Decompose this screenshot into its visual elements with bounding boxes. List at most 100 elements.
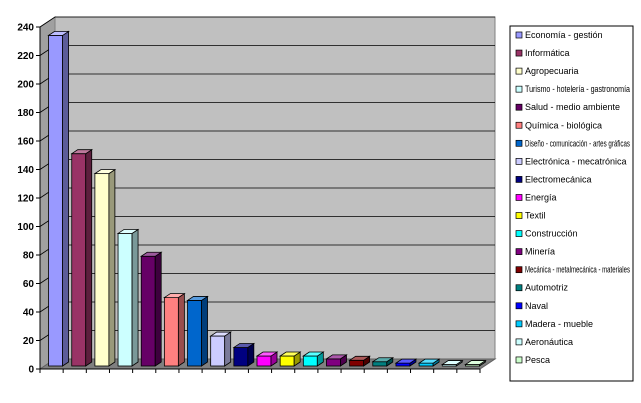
bar-top [464,360,487,365]
legend-swatch [515,158,523,165]
bar-side [62,30,69,367]
bar [232,342,256,367]
bar-side [154,251,162,367]
bar-side [108,168,116,367]
bar-front [372,361,388,367]
legend-swatch [515,31,523,39]
y-tick-label: 160 [17,137,34,148]
y-tick-label: 80 [23,251,35,262]
legend-swatch [515,266,523,274]
legend-swatch [515,103,523,111]
bar-side [224,331,232,367]
bar [70,148,94,367]
bar-side [85,148,93,367]
legend-label: Salud - medio ambiente [525,102,620,112]
legend-label: Construcción [525,229,578,239]
legend-label: Electrónica - mecatrónica [525,156,627,166]
legend-swatch [515,67,523,75]
legend-label: Mecánica - metalmecánica - materiales [525,265,630,275]
bar-front [349,359,365,367]
bar [278,351,302,367]
legend-swatch [515,49,523,57]
bar-front [279,355,295,367]
legend-swatch [515,194,523,201]
bar-front [302,355,318,367]
legend-label: Naval [525,301,548,311]
legend-label: Pesca [525,355,550,365]
y-tick-label: 180 [17,108,34,119]
y-tick-label: 40 [23,308,35,319]
bar [464,359,487,367]
legend-swatch [515,85,523,93]
bar-front [326,358,341,367]
y-tick-label: 60 [23,279,35,290]
y-tick-label: 120 [17,194,34,205]
bar-top [255,351,279,357]
legend-swatch [515,212,523,219]
bar-front [256,355,272,367]
bar-top [325,354,348,360]
legend-label: Textil [525,211,546,221]
bar-front [210,335,226,367]
legend-label: Turismo - hotelería - gastronomía [525,84,630,94]
y-axis: 0 20 40 60 80 100 120 140 160 180 200 220 240 [17,23,41,376]
bar-top [47,30,70,36]
y-tick-label: 20 [23,336,35,347]
y-tick-label: 200 [17,80,34,91]
legend-swatch [515,320,523,328]
legend-swatch [515,284,523,292]
legend-label: Energía [525,192,557,202]
bar [255,351,279,367]
legend-label: Informática [525,48,570,58]
legend-label: Electromecánica [525,174,592,184]
y-tick-label: 220 [17,51,34,62]
legend-swatch [515,121,523,129]
legend-swatch [515,230,523,237]
bar-front [48,35,63,367]
bar-top [209,331,233,337]
bar-front [94,173,110,367]
legend-label: Minería [525,247,555,257]
bar-top [278,351,302,357]
bars [47,30,487,367]
bar [93,168,117,367]
legend-label: Agropecuaria [525,66,579,76]
bar [209,331,233,367]
legend-label: Madera - mueble [525,319,593,329]
bar-top [186,296,209,301]
bar-side [131,228,139,367]
bar-top [371,357,395,363]
bar-top [348,355,371,361]
y-tick-label: 140 [17,165,34,176]
bar [139,251,163,367]
legend-label: Diseño - comunicación - artes gráficas [525,138,630,148]
bar-top [394,358,418,364]
legend-swatch [515,356,523,364]
bar-top [440,360,464,365]
bar [163,292,186,367]
bar [186,295,209,367]
bar-top [417,358,441,364]
bar-side [177,292,185,367]
legend-swatch [515,302,523,310]
bar [301,351,325,367]
legend-swatch [515,338,523,346]
legend-swatch [515,139,523,147]
bar-top [301,351,325,357]
bar-front [187,300,202,367]
bar-top [139,251,163,257]
bar [440,359,464,367]
bar [417,358,441,367]
legend: Economía - gestión Informática Agropecuari… [509,25,634,382]
bar-front [71,153,87,367]
legend-label: Automotriz [525,283,569,293]
bar-top [232,343,256,348]
bar [325,354,348,367]
legend-label: Química - biológica [525,120,602,130]
legend-label: Aeronáutica [525,337,573,347]
bar-front [395,362,411,367]
bar [47,30,70,367]
bar-front [418,362,434,367]
bar-front [117,233,133,367]
